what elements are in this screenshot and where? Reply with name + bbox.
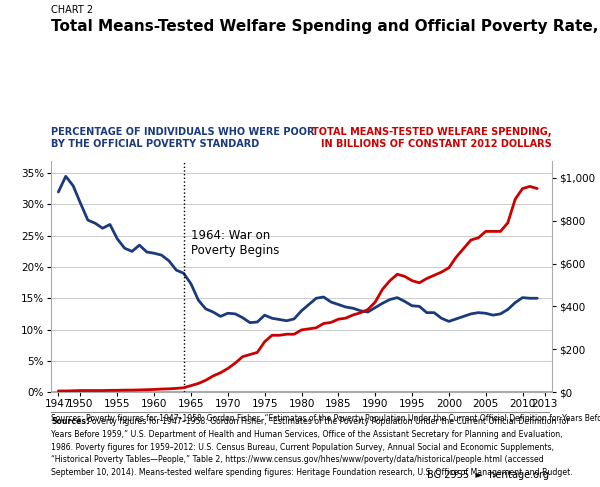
Text: “Historical Poverty Tables—People,” Table 2, https://www.census.gov/hhes/www/pov: “Historical Poverty Tables—People,” Tabl… — [51, 455, 544, 464]
Text: TOTAL MEANS-TESTED WELFARE SPENDING,
IN BILLIONS OF CONSTANT 2012 DOLLARS: TOTAL MEANS-TESTED WELFARE SPENDING, IN … — [313, 127, 552, 149]
Text: September 10, 2014). Means-tested welfare spending figures: Heritage Foundation : September 10, 2014). Means-tested welfar… — [51, 468, 573, 477]
Text: BG 2955  ►  heritage.org: BG 2955 ► heritage.org — [427, 469, 549, 480]
Text: Sources:: Sources: — [51, 417, 89, 426]
Text: 1964: War on
Poverty Begins: 1964: War on Poverty Begins — [191, 229, 280, 258]
Text: 1986. Poverty figures for 1959–2012: U.S. Census Bureau, Current Population Surv: 1986. Poverty figures for 1959–2012: U.S… — [51, 443, 554, 451]
Text: Years Before 1959,” U.S. Department of Health and Human Services, Office of the : Years Before 1959,” U.S. Department of H… — [51, 430, 563, 439]
Text: Poverty figures for 1947–1958: Gordon Fisher, “Estimates of the Poverty Populati: Poverty figures for 1947–1958: Gordon Fi… — [85, 417, 569, 426]
Text: Sources: Poverty figures for 1947–1958: Gordon Fisher, “Estimates of the Poverty: Sources: Poverty figures for 1947–1958: … — [51, 414, 600, 423]
Text: Total Means-Tested Welfare Spending and Official Poverty Rate, 1947–2012: Total Means-Tested Welfare Spending and … — [51, 19, 600, 35]
Text: PERCENTAGE OF INDIVIDUALS WHO WERE POOR
BY THE OFFICIAL POVERTY STANDARD: PERCENTAGE OF INDIVIDUALS WHO WERE POOR … — [51, 127, 314, 149]
Text: CHART 2: CHART 2 — [51, 5, 93, 15]
